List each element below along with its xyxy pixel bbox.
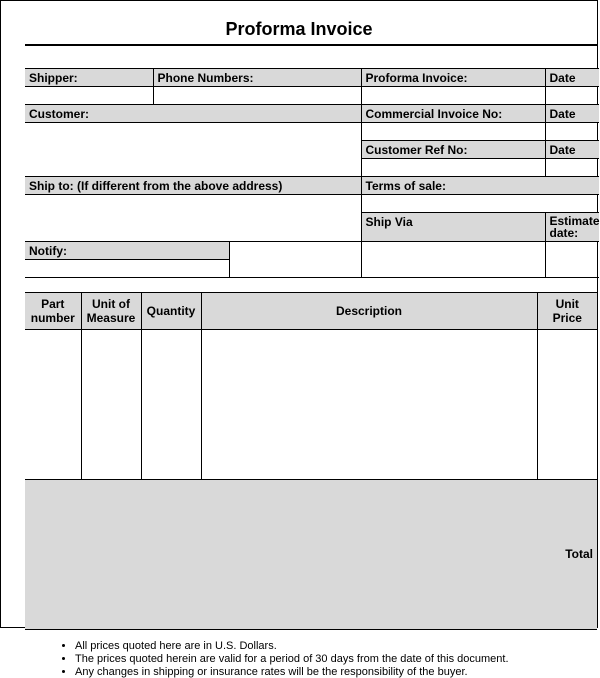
cell-description[interactable] (201, 329, 537, 479)
field-proforma-value[interactable] (361, 86, 545, 104)
field-proforma-label: Proforma Invoice: (361, 68, 545, 86)
field-shipper-value[interactable] (25, 86, 153, 104)
field-customer-value[interactable] (25, 122, 361, 176)
field-date-label-3: Date (545, 140, 599, 158)
field-terms-label: Terms of sale: (361, 176, 599, 194)
field-commercial-value[interactable] (361, 122, 545, 140)
header-fields-table: Shipper: Phone Numbers: Proforma Invoice… (25, 50, 599, 278)
cell-part-number[interactable] (25, 329, 81, 479)
cell-unit-price[interactable] (537, 329, 597, 479)
title-rule (25, 44, 597, 46)
field-notify-value[interactable] (25, 259, 229, 277)
field-phone-label: Phone Numbers: (153, 68, 361, 86)
field-shipto-value[interactable] (25, 194, 361, 241)
field-shipper-label: Shipper: (25, 68, 153, 86)
field-phone-value[interactable] (153, 86, 361, 104)
cell-unit-measure[interactable] (81, 329, 141, 479)
field-terms-value[interactable] (361, 194, 599, 212)
field-date-label-1: Date (545, 68, 599, 86)
col-unit-measure: Unit of Measure (81, 292, 141, 329)
field-shipvia-label: Ship Via (361, 212, 545, 241)
footer-notes: All prices quoted here are in U.S. Dolla… (55, 640, 597, 678)
total-label: Total (537, 479, 597, 629)
col-unit-price: Unit Price (537, 292, 597, 329)
total-row: Total (25, 479, 597, 629)
section-gap (25, 278, 597, 292)
col-part-number: Part number (25, 292, 81, 329)
field-estdate-label: Estimated date: (545, 212, 599, 241)
field-shipto-label: Ship to: (If different from the above ad… (25, 176, 361, 194)
field-custref-label: Customer Ref No: (361, 140, 545, 158)
field-customer-label: Customer: (25, 104, 361, 122)
field-estdate-value[interactable] (545, 241, 599, 277)
field-date-value-2[interactable] (545, 122, 599, 140)
field-date-value-1[interactable] (545, 86, 599, 104)
invoice-page: Proforma Invoice Shipper: Phone Numbers:… (0, 0, 598, 628)
total-spacer (25, 479, 537, 629)
field-shipvia-value[interactable] (361, 241, 545, 277)
note-item: Any changes in shipping or insurance rat… (75, 666, 577, 678)
note-item: All prices quoted here are in U.S. Dolla… (75, 640, 577, 652)
field-commercial-label: Commercial Invoice No: (361, 104, 545, 122)
items-body-row (25, 329, 597, 479)
field-custref-value[interactable] (361, 158, 545, 176)
field-shipto-extra[interactable] (229, 241, 361, 277)
line-items-table: Part number Unit of Measure Quantity Des… (25, 292, 597, 630)
col-description: Description (201, 292, 537, 329)
col-quantity: Quantity (141, 292, 201, 329)
field-date-label-2: Date (545, 104, 599, 122)
cell-quantity[interactable] (141, 329, 201, 479)
field-date-value-3[interactable] (545, 158, 599, 176)
document-title: Proforma Invoice (25, 19, 597, 40)
note-item: The prices quoted herein are valid for a… (75, 653, 577, 665)
field-notify-label: Notify: (25, 241, 229, 259)
